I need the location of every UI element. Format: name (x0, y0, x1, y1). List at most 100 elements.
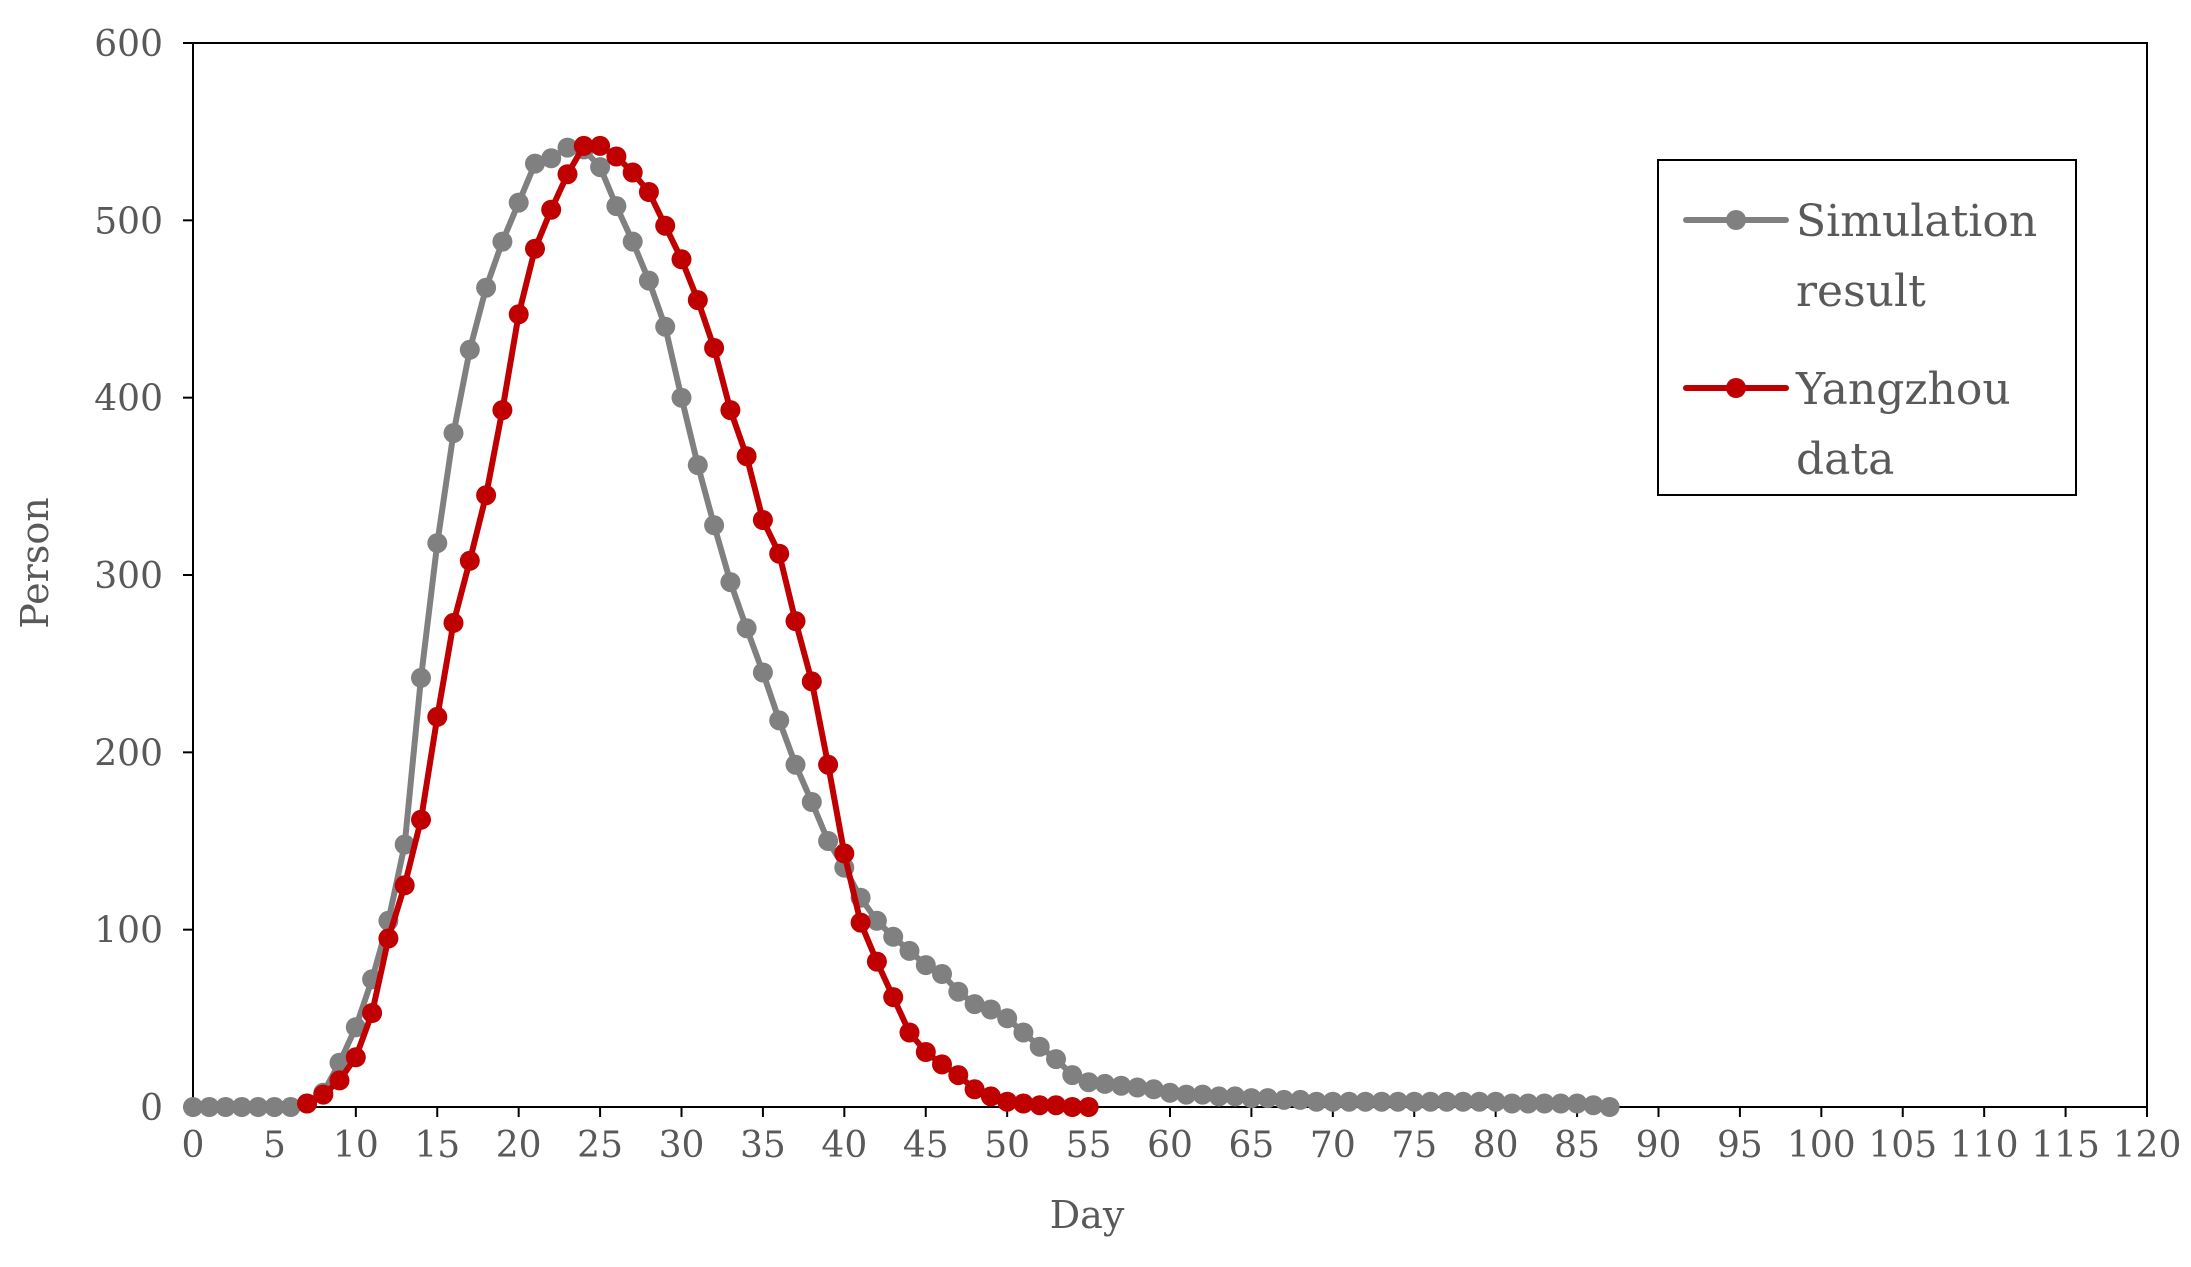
data-point (1371, 1091, 1392, 1112)
data-point (590, 135, 611, 156)
data-point (818, 831, 839, 851)
data-point (948, 981, 969, 1002)
data-point (1094, 1073, 1115, 1094)
x-tick-label: 100 (1787, 1125, 1856, 1166)
y-tick-label: 300 (94, 556, 163, 597)
data-point (1160, 1082, 1180, 1103)
data-point (345, 1047, 366, 1068)
x-tick-label: 120 (2113, 1125, 2182, 1166)
y-tick-label: 100 (94, 911, 163, 952)
data-point (557, 137, 578, 158)
data-point (671, 249, 692, 270)
legend-label: Simulation result (1796, 196, 2037, 317)
data-point (1306, 1091, 1327, 1112)
data-point (915, 1042, 936, 1062)
data-point (590, 157, 611, 178)
data-point (411, 667, 431, 688)
data-point (378, 928, 399, 949)
data-point (492, 400, 513, 421)
y-tick-label: 400 (94, 379, 163, 420)
data-point (443, 423, 464, 444)
data-point (1534, 1093, 1555, 1114)
x-tick-label: 45 (903, 1125, 949, 1166)
legend-label-line: data (1796, 434, 1894, 485)
data-point (801, 671, 822, 692)
x-tick-label: 85 (1554, 1125, 1600, 1166)
data-point (1583, 1095, 1604, 1116)
data-point (1013, 1093, 1034, 1114)
y-tick-label: 0 (140, 1088, 163, 1129)
data-point (866, 951, 887, 972)
data-point (964, 994, 985, 1015)
data-point (1420, 1091, 1441, 1112)
data-point (899, 940, 920, 961)
data-point (525, 238, 545, 259)
x-tick-label: 65 (1229, 1125, 1275, 1166)
data-point (687, 290, 708, 311)
data-point (997, 1091, 1018, 1112)
data-point (1029, 1095, 1050, 1116)
data-point (1550, 1093, 1571, 1114)
data-point (573, 135, 594, 156)
data-point (655, 215, 676, 236)
legend-item: Simulation result (1683, 196, 2037, 317)
data-point (1062, 1065, 1083, 1086)
data-point (1046, 1049, 1066, 1070)
series-yangzhou-data (297, 135, 1099, 1117)
data-point (1339, 1091, 1360, 1112)
data-point (899, 1022, 920, 1043)
data-point (427, 533, 448, 554)
data-point (1208, 1086, 1229, 1107)
legend-item: Yangzhou data (1683, 364, 2011, 485)
data-point (1029, 1036, 1050, 1057)
data-point (1453, 1091, 1474, 1112)
data-point (1046, 1095, 1066, 1116)
data-point (525, 153, 545, 174)
data-point (443, 612, 464, 633)
data-point (655, 316, 676, 337)
legend-marker (1726, 210, 1746, 230)
legend-label: Yangzhou data (1795, 364, 2011, 485)
y-axis-label: Person (13, 497, 57, 628)
data-point (1143, 1079, 1164, 1100)
x-tick-label: 40 (821, 1125, 867, 1166)
x-tick-label: 10 (333, 1125, 379, 1166)
x-tick-label: 60 (1147, 1125, 1193, 1166)
data-point (1127, 1077, 1148, 1098)
data-point (459, 550, 480, 571)
legend-label-line: result (1796, 266, 1926, 317)
data-point (1274, 1089, 1294, 1110)
data-point (1078, 1072, 1099, 1093)
data-point (1192, 1084, 1213, 1105)
data-point (1388, 1091, 1408, 1112)
data-point (313, 1084, 334, 1105)
legend-label-line: Simulation (1796, 196, 2037, 247)
data-point (1225, 1086, 1246, 1107)
data-point (1436, 1091, 1457, 1112)
data-point (769, 710, 790, 731)
data-point (752, 510, 773, 530)
data-point (915, 955, 936, 976)
data-point (883, 926, 904, 947)
data-point (1599, 1097, 1620, 1117)
data-point (752, 662, 773, 683)
data-point (394, 875, 415, 896)
data-point (1485, 1091, 1506, 1112)
data-point (1078, 1097, 1099, 1117)
data-point (687, 455, 708, 476)
data-point (622, 162, 643, 183)
data-point (492, 231, 513, 252)
x-tick-label: 75 (1391, 1125, 1437, 1166)
data-point (476, 277, 497, 298)
data-point (248, 1097, 269, 1117)
data-point (1518, 1093, 1539, 1114)
x-tick-label: 105 (1868, 1125, 1937, 1166)
x-tick-label: 115 (2031, 1125, 2100, 1166)
data-point (801, 792, 822, 812)
legend-marker (1726, 378, 1746, 398)
data-point (199, 1097, 220, 1117)
data-point (1241, 1088, 1262, 1109)
data-point (1062, 1097, 1083, 1117)
data-point (720, 400, 741, 421)
x-tick-label: 30 (659, 1125, 705, 1166)
